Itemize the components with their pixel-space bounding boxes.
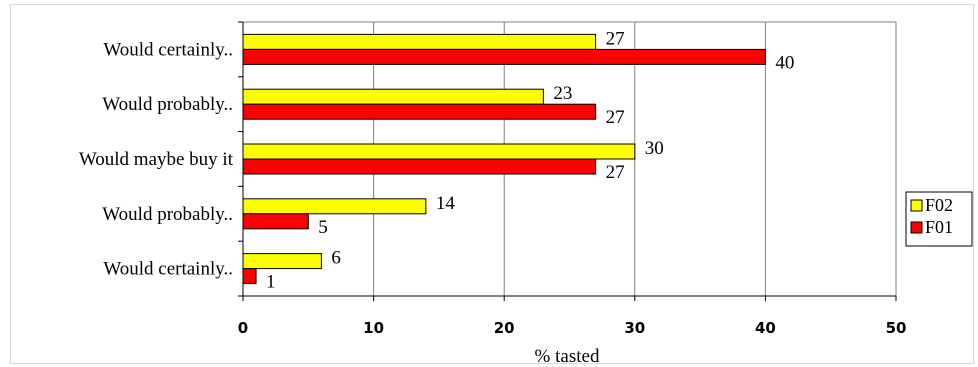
legend-label-f01: F01 — [925, 217, 953, 237]
legend-label-f02: F02 — [925, 195, 953, 215]
axes — [238, 21, 897, 301]
category-label: Would certainly.. — [103, 39, 233, 60]
bar-f01 — [242, 158, 597, 175]
category-label: Would probably.. — [102, 94, 233, 115]
data-label-f02: 30 — [645, 138, 664, 159]
bar-f02 — [242, 253, 322, 270]
x-tick-label: 20 — [494, 319, 515, 337]
bar-f01 — [242, 213, 309, 230]
data-label-f02: 23 — [553, 83, 572, 104]
bar-f02 — [242, 198, 427, 215]
data-label-f01: 40 — [775, 52, 794, 73]
x-tick-label: 40 — [755, 319, 776, 337]
x-tick-label: 0 — [238, 319, 248, 337]
legend-swatch-f02 — [910, 199, 923, 212]
data-label-f02: 6 — [331, 248, 341, 269]
legend-swatch-f01 — [910, 221, 923, 234]
x-axis-title: % tasted — [535, 346, 600, 367]
data-label-f01: 27 — [606, 162, 625, 183]
bars — [242, 33, 766, 285]
x-tick-label: 30 — [624, 319, 645, 337]
bar-f01 — [242, 268, 257, 285]
data-label-f01: 1 — [266, 272, 276, 293]
data-label-f02: 14 — [436, 193, 456, 214]
x-tick-label: 10 — [363, 319, 384, 337]
bar-f02 — [242, 88, 544, 105]
bar-f01 — [242, 48, 766, 65]
bar-f02 — [242, 143, 636, 160]
bar-f01 — [242, 103, 597, 120]
labels: 0 10 20 30 40 50 Would certainly.. 27 40 Would pr… — [79, 28, 907, 337]
bar-f02 — [242, 33, 597, 50]
category-label: Would probably.. — [102, 204, 233, 225]
x-tick-label: 50 — [886, 319, 907, 337]
category-label: Would certainly.. — [103, 259, 233, 280]
data-label-f02: 27 — [606, 28, 625, 49]
data-label-f01: 27 — [606, 107, 625, 128]
category-label: Would maybe buy it — [79, 149, 234, 170]
data-label-f01: 5 — [318, 217, 328, 238]
